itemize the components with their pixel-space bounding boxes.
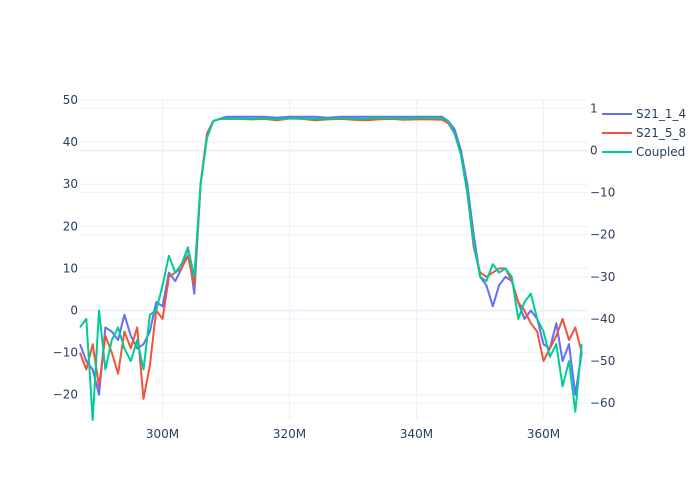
legend[interactable]: S21_1_4 S21_5_8 Coupled (598, 102, 696, 164)
plot-background (80, 100, 588, 420)
y-left-tick-label: 10 (63, 261, 78, 275)
x-axis: 300M 320M 340M 360M (146, 427, 560, 441)
y-left-tick-label: 50 (63, 93, 78, 107)
legend-label: S21_1_4 (636, 107, 686, 121)
y-left-tick-label: 40 (63, 135, 78, 149)
legend-label: S21_5_8 (636, 126, 686, 140)
y-left-tick-label: 0 (70, 304, 78, 318)
x-tick-label: 320M (273, 427, 306, 441)
y-left-tick-label: −20 (53, 388, 78, 402)
y-left-tick-label: 20 (63, 219, 78, 233)
x-tick-label: 300M (146, 427, 179, 441)
legend-label: Coupled (636, 145, 685, 159)
y-left-tick-label: −10 (53, 346, 78, 360)
y-right-tick-label: 0 (590, 144, 598, 158)
y-axis-left: −20 −10 0 10 20 30 40 50 (53, 93, 78, 402)
y-right-tick-label: −10 (590, 186, 615, 200)
y-right-tick-label: −20 (590, 228, 615, 242)
y-right-tick-label: −30 (590, 270, 615, 284)
x-tick-label: 340M (400, 427, 433, 441)
y-right-tick-label: −50 (590, 354, 615, 368)
y-right-tick-label: −60 (590, 396, 615, 410)
y-right-tick-label: −40 (590, 312, 615, 326)
y-left-tick-label: 30 (63, 177, 78, 191)
x-tick-label: 360M (527, 427, 560, 441)
